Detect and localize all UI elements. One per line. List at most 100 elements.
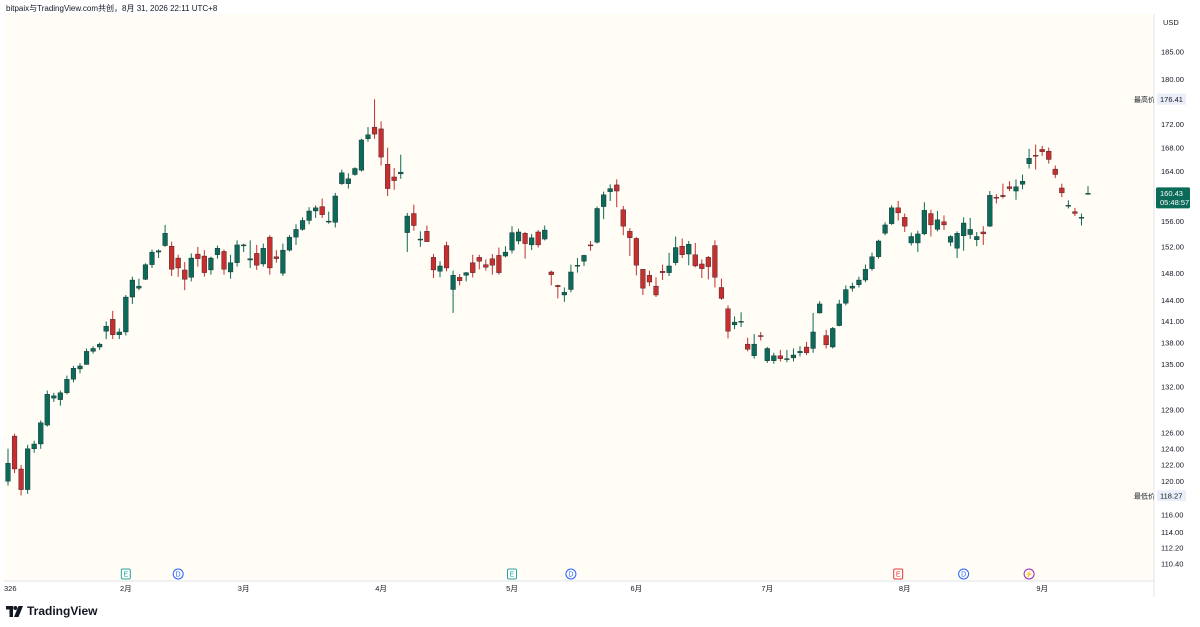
- candle: [64, 375, 70, 395]
- price-axis-background: [1154, 14, 1196, 581]
- candle-body: [385, 164, 391, 189]
- candle-body: [483, 264, 489, 268]
- earnings-event-icon[interactable]: E: [507, 568, 517, 580]
- candle: [679, 238, 685, 259]
- candle-body: [1006, 186, 1013, 189]
- price-tick-label: 135.00: [1161, 360, 1184, 369]
- candle: [83, 348, 90, 365]
- candle-body: [849, 285, 855, 289]
- candle: [1006, 181, 1013, 192]
- candle: [745, 337, 751, 352]
- candle: [149, 249, 155, 268]
- dividend-event-icon[interactable]: D: [172, 568, 184, 580]
- candle-body: [64, 379, 70, 393]
- earnings-event-icon[interactable]: E: [893, 568, 904, 580]
- event-marker-shape: [507, 568, 517, 580]
- price-tick-label: 152.00: [1161, 243, 1184, 252]
- candle-body: [443, 245, 450, 269]
- candle: [1000, 183, 1006, 199]
- candle-body: [882, 224, 888, 234]
- candle: [653, 277, 659, 298]
- tradingview-logo: TradingView: [6, 604, 97, 618]
- price-tick-label: 164.00: [1161, 167, 1184, 176]
- candle-body: [928, 213, 934, 226]
- candle-body: [941, 221, 947, 226]
- candle-body: [123, 296, 129, 333]
- candle: [790, 348, 797, 362]
- dividend-event-icon[interactable]: D: [958, 568, 970, 580]
- candle-body: [954, 233, 960, 249]
- candle-body: [699, 263, 705, 269]
- candle-body: [535, 231, 541, 246]
- candle: [496, 247, 502, 275]
- candle: [673, 236, 679, 266]
- time-tick-label: 2月: [120, 584, 132, 593]
- candle-body: [371, 126, 378, 135]
- candle: [162, 224, 168, 247]
- candle: [633, 237, 639, 276]
- candle: [175, 254, 181, 277]
- candle: [712, 240, 718, 288]
- candle-body: [921, 210, 927, 235]
- candle: [169, 241, 175, 276]
- split-event-icon[interactable]: ⚡: [1023, 568, 1035, 580]
- candle-body: [620, 209, 626, 227]
- candle: [529, 233, 535, 251]
- event-marker-label: D: [568, 572, 573, 579]
- candle-body: [208, 257, 214, 271]
- candle: [142, 263, 149, 281]
- candle-body: [398, 171, 404, 175]
- price-tick-label: 116.00: [1161, 511, 1183, 520]
- candle-body: [640, 269, 646, 289]
- candle-body: [450, 275, 456, 290]
- candle: [260, 243, 266, 267]
- earnings-event-icon[interactable]: E: [120, 568, 131, 580]
- candle: [38, 420, 44, 449]
- candle-body: [1072, 211, 1078, 214]
- candle-body: [692, 254, 698, 267]
- price-tick-label: 180.00: [1161, 75, 1184, 84]
- candle-body: [241, 244, 247, 247]
- candle-body: [70, 367, 77, 380]
- candle-body: [817, 303, 823, 314]
- candle: [326, 211, 332, 224]
- high-low-value-bg: [1157, 490, 1186, 502]
- candle-body: [974, 236, 980, 240]
- candle: [515, 228, 522, 245]
- candle-body: [980, 231, 986, 235]
- price-tick-label: 122.00: [1161, 461, 1184, 470]
- candle: [241, 243, 247, 253]
- candle: [1052, 165, 1058, 179]
- candle: [666, 252, 672, 276]
- candle: [378, 121, 384, 166]
- dividend-event-icon[interactable]: D: [565, 568, 577, 580]
- candle: [980, 226, 986, 245]
- candle-body: [1019, 181, 1026, 185]
- event-marker-label: E: [123, 572, 128, 579]
- candle-body: [993, 197, 999, 199]
- candle: [57, 390, 63, 406]
- candle: [476, 254, 482, 270]
- candle: [705, 256, 711, 280]
- high-low-value-bg: [1157, 93, 1186, 105]
- high-low-caption: 最低价: [1134, 491, 1155, 500]
- candle-body: [286, 236, 293, 251]
- time-tick-label: 4月: [375, 584, 387, 593]
- candle: [1065, 200, 1071, 209]
- candle-body: [659, 271, 666, 273]
- candle: [843, 285, 849, 306]
- candle: [548, 270, 554, 286]
- candle: [941, 215, 947, 231]
- candle-body: [1039, 149, 1045, 152]
- candle: [902, 213, 908, 232]
- candle: [823, 329, 829, 349]
- candle: [352, 167, 358, 176]
- candle-body: [496, 255, 502, 273]
- candle: [522, 231, 528, 259]
- candle: [208, 256, 214, 275]
- candle-body: [633, 238, 639, 266]
- event-marker-shape: [893, 568, 904, 580]
- candle-body: [902, 217, 908, 227]
- candle: [201, 250, 207, 277]
